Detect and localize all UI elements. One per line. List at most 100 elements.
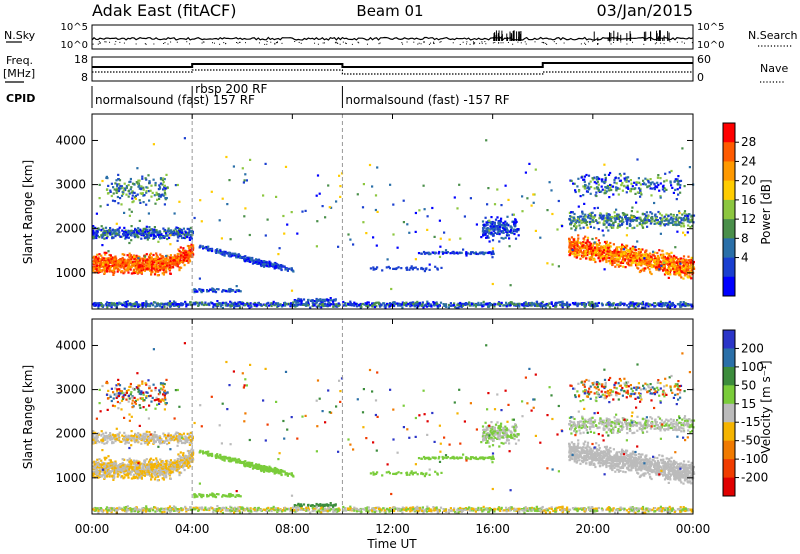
power-cell — [678, 216, 681, 219]
power-cell — [178, 261, 181, 265]
power-cell — [115, 264, 118, 267]
power-cell — [134, 194, 137, 197]
power-cell — [656, 254, 659, 258]
power-cell — [163, 184, 166, 187]
power-cell — [92, 231, 95, 234]
nsearch-dot — [357, 41, 359, 43]
power-cell — [311, 299, 314, 302]
power-cell — [672, 214, 675, 217]
power-cell — [120, 258, 123, 261]
power-cell — [106, 232, 109, 235]
power-cell — [385, 266, 388, 269]
power-cell — [510, 231, 513, 234]
power-cell — [588, 241, 591, 244]
power-cell — [606, 218, 610, 221]
power-cell — [692, 260, 695, 264]
power-cell — [676, 214, 679, 217]
power-cell — [213, 289, 216, 292]
power-cell — [133, 271, 136, 274]
power-cell — [124, 231, 127, 234]
power-cell — [92, 266, 95, 269]
power-cell — [256, 259, 259, 262]
power-cell — [451, 251, 454, 254]
power-cell — [163, 228, 167, 232]
power-cell — [640, 254, 643, 257]
power-cell — [127, 261, 130, 264]
power-cell — [589, 217, 592, 220]
power-cell — [593, 181, 596, 184]
power-cell — [117, 230, 120, 233]
power-cell — [631, 227, 634, 230]
power-cell — [94, 232, 97, 235]
power-cell — [117, 268, 120, 271]
power-cell — [229, 300, 232, 303]
power-cell — [569, 251, 572, 254]
nsearch-dot — [324, 42, 326, 44]
power-cell — [596, 180, 599, 183]
power-cell — [456, 252, 460, 255]
power-cell — [188, 245, 191, 248]
power-cell — [659, 177, 662, 180]
nsearch-dot — [98, 41, 100, 43]
power-cell — [181, 249, 185, 252]
power-cell — [593, 242, 596, 245]
power-cell — [194, 303, 197, 306]
power-cell — [145, 233, 148, 236]
power-cell — [210, 247, 213, 250]
power-cell — [231, 253, 234, 256]
power-cell — [105, 188, 109, 191]
power-cell — [669, 181, 672, 184]
power-cell — [603, 257, 607, 260]
power-cell — [94, 266, 97, 269]
power-cell — [647, 254, 650, 257]
power-cell — [627, 187, 630, 190]
power-cell — [102, 234, 105, 237]
power-cell — [628, 218, 631, 221]
power-cell — [162, 303, 165, 306]
power-cell — [603, 189, 606, 192]
power-cell — [106, 235, 109, 238]
power-cell — [663, 267, 666, 270]
power-cell — [627, 176, 630, 179]
power-cell — [159, 195, 162, 198]
power-cell — [684, 273, 687, 276]
power-cell — [163, 258, 166, 261]
power-cell — [690, 277, 693, 280]
power-cell — [428, 268, 431, 271]
power-cell — [237, 289, 240, 292]
power-cell — [104, 226, 108, 229]
power-cell — [573, 254, 576, 257]
power-cell — [592, 302, 595, 305]
nsearch-dot — [507, 41, 509, 43]
power-cell — [669, 273, 672, 276]
power-cell — [150, 232, 153, 235]
power-cell — [138, 199, 141, 202]
power-cell — [309, 306, 312, 309]
power-cell — [621, 243, 624, 246]
power-cell — [488, 251, 491, 254]
power-cell — [593, 246, 596, 249]
power-cell — [657, 258, 660, 261]
power-cell — [113, 302, 116, 305]
power-cell — [319, 298, 322, 301]
power-cell — [425, 252, 429, 255]
power-cell — [681, 213, 684, 216]
power-cell — [653, 188, 656, 191]
nsearch-dot — [135, 43, 137, 45]
power-cell — [127, 195, 130, 198]
power-cell — [586, 251, 589, 254]
power-cell — [545, 303, 548, 306]
nsearch-dot — [585, 43, 587, 45]
power-cell — [656, 181, 659, 184]
power-cell — [569, 215, 572, 218]
nsearch-dot — [258, 42, 260, 44]
power-cell — [375, 305, 378, 308]
nsearch-dot — [114, 43, 116, 45]
power-cell — [118, 183, 121, 186]
power-cell — [187, 231, 191, 234]
power-cell — [601, 218, 604, 221]
power-cell — [682, 277, 685, 280]
power-cell — [184, 300, 187, 303]
power-cell — [651, 266, 654, 269]
power-cell — [663, 259, 666, 262]
